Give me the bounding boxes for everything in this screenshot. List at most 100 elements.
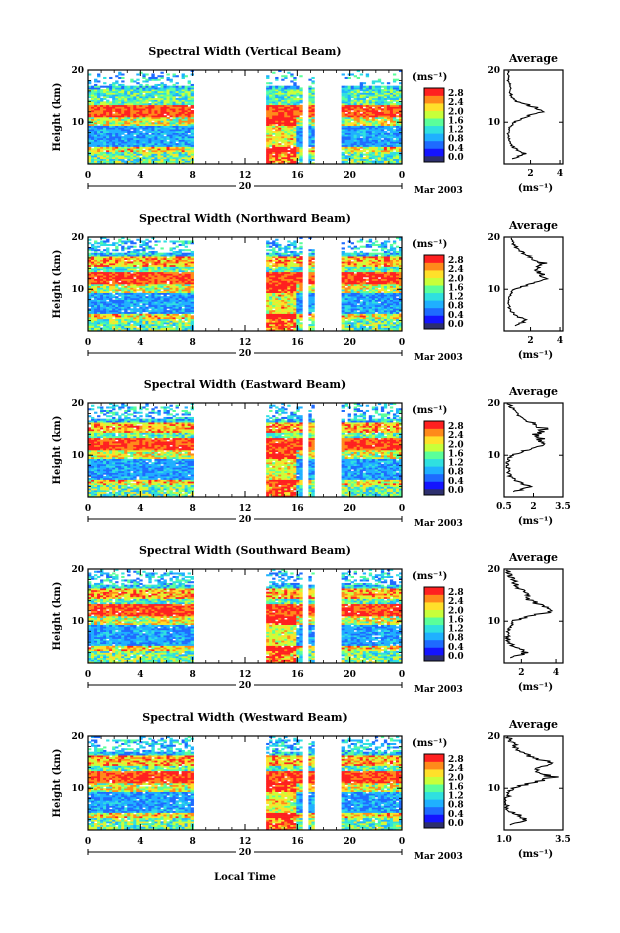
heatmap-cell [393, 87, 396, 89]
heatmap-cell [118, 100, 121, 102]
heatmap-cell [163, 86, 166, 88]
heatmap-cell [115, 315, 118, 317]
heatmap-cell [191, 253, 194, 255]
heatmap-cell [118, 112, 121, 114]
heatmap-cell [351, 152, 354, 154]
heatmap-cell [266, 105, 269, 107]
heatmap-cell [296, 155, 299, 157]
heatmap-cell [142, 143, 145, 145]
heatmap-cell [290, 80, 293, 82]
heatmap-cell [112, 86, 115, 88]
heatmap-cell [115, 89, 118, 91]
heatmap-cell [191, 298, 194, 300]
heatmap-cell [151, 138, 154, 140]
heatmap-cell [185, 127, 188, 129]
heatmap-cell [287, 96, 290, 98]
heatmap-cell [308, 131, 311, 133]
heatmap-cell [91, 133, 94, 135]
heatmap-cell [293, 155, 296, 157]
heatmap-cell [182, 282, 185, 284]
heatmap-cell [366, 127, 369, 129]
heatmap-cell [115, 82, 118, 84]
heatmap-cell [127, 117, 130, 119]
heatmap-cell [266, 150, 269, 152]
heatmap-cell [139, 115, 142, 117]
heatmap-cell [191, 138, 194, 140]
heatmap-cell [145, 157, 148, 159]
heatmap-cell [136, 294, 139, 296]
heatmap-cell [348, 147, 351, 149]
heatmap-cell [188, 274, 191, 276]
heatmap-cell [145, 122, 148, 124]
heatmap-cell [91, 308, 94, 310]
heatmap-cell [182, 93, 185, 95]
heatmap-cell [151, 322, 154, 324]
heatmap-cell [106, 136, 109, 138]
avg-x-tick-label: 2 [527, 169, 533, 179]
heatmap-cell [151, 157, 154, 159]
heatmap-cell [179, 310, 182, 312]
heatmap-cell [97, 145, 100, 147]
heatmap-cell [127, 152, 130, 154]
heatmap-cell [124, 136, 127, 138]
heatmap-cell [275, 98, 278, 100]
heatmap-cell [124, 296, 127, 298]
heatmap-cell [91, 143, 94, 145]
heatmap-cell [393, 98, 396, 100]
heatmap-cell [100, 263, 103, 265]
heatmap-cell [191, 141, 194, 143]
heatmap-cell [290, 129, 293, 131]
heatmap-cell [145, 120, 148, 122]
heatmap-cell [97, 80, 100, 82]
heatmap-cell [281, 110, 284, 112]
heatmap-cell [91, 107, 94, 109]
heatmap-cell [106, 324, 109, 326]
heatmap-cell [185, 293, 188, 295]
heatmap-cell [369, 141, 372, 143]
heatmap-cell [133, 294, 136, 296]
heatmap-cell [142, 284, 145, 286]
heatmap-cell [142, 155, 145, 157]
heatmap-cell [293, 147, 296, 149]
heatmap-cell [296, 115, 299, 117]
heatmap-cell [348, 89, 351, 91]
heatmap-cell [157, 240, 160, 242]
heatmap-cell [139, 131, 142, 133]
heatmap-cell [191, 256, 194, 258]
heatmap-cell [124, 242, 127, 244]
heatmap-cell [179, 317, 182, 319]
heatmap-cell [293, 148, 296, 150]
heatmap-cell [160, 277, 163, 279]
heatmap-cell [133, 268, 136, 270]
heatmap-cell [369, 112, 372, 114]
heatmap-cell [290, 140, 293, 142]
heatmap-cell [163, 157, 166, 159]
heatmap-cell [130, 134, 133, 136]
heatmap-cell [118, 89, 121, 91]
heatmap-cell [154, 301, 157, 303]
heatmap-cell [296, 136, 299, 138]
heatmap-cell [154, 328, 157, 330]
heatmap-cell [139, 94, 142, 96]
heatmap-cell [118, 147, 121, 149]
heatmap-cell [342, 145, 345, 147]
x-tick-label: 12 [239, 171, 252, 181]
heatmap-cell [363, 129, 366, 131]
heatmap-cell [369, 147, 372, 149]
heatmap-cell [191, 293, 194, 295]
heatmap-cell [354, 112, 357, 114]
heatmap-cell [94, 93, 97, 95]
heatmap-cell [109, 274, 112, 276]
heatmap-cell [148, 96, 151, 98]
heatmap-cell [142, 322, 145, 324]
heatmap-cell [130, 155, 133, 157]
heatmap-cell [357, 89, 360, 91]
heatmap-cell [266, 310, 269, 312]
heatmap-cell [130, 267, 133, 269]
heatmap-cell [106, 274, 109, 276]
heatmap-cell [293, 119, 296, 121]
heatmap-cell [351, 105, 354, 107]
heatmap-cell [293, 138, 296, 140]
heatmap-cell [381, 150, 384, 152]
heatmap-cell [372, 98, 375, 100]
